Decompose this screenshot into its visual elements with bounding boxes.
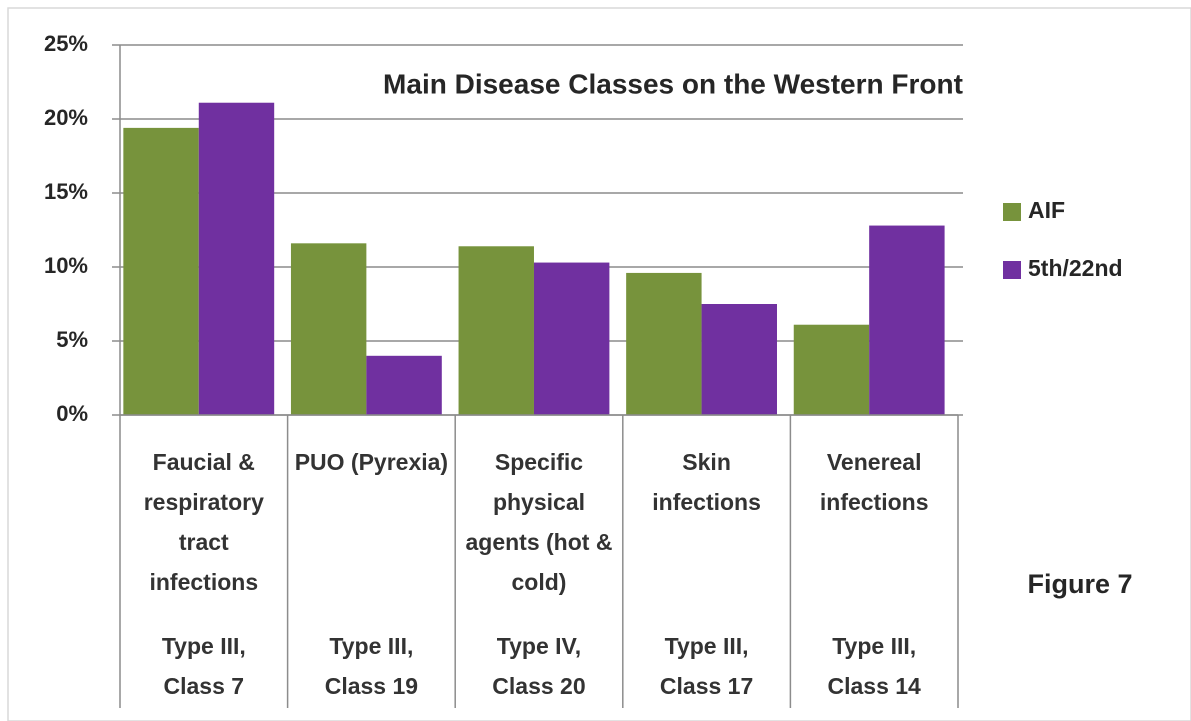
legend-swatch xyxy=(1003,203,1021,221)
bar xyxy=(290,243,367,415)
y-tick-label: 25% xyxy=(44,31,88,56)
y-tick-label: 20% xyxy=(44,105,88,130)
y-tick-label: 10% xyxy=(44,253,88,278)
x-tick-sublabel: Type III, Class 17 xyxy=(659,633,754,699)
chart-title: Main Disease Classes on the Western Fron… xyxy=(383,68,963,99)
bar xyxy=(123,127,199,415)
bar xyxy=(701,304,777,415)
x-tick-sublabel: Type III, Class 19 xyxy=(324,633,419,699)
x-tick-sublabel: Type III, Class 7 xyxy=(161,633,246,699)
y-tick-label: 0% xyxy=(56,401,88,426)
y-tick-label: 5% xyxy=(56,327,88,352)
bar xyxy=(626,272,702,415)
annotation: Figure 7 xyxy=(1027,569,1132,599)
x-tick-sublabel: Type IV, Class 20 xyxy=(492,633,586,699)
y-tick-label: 15% xyxy=(44,179,88,204)
x-tick-label: Faucial & respiratory tract infections xyxy=(143,449,264,595)
bar xyxy=(793,324,870,415)
bar xyxy=(869,225,945,415)
bar xyxy=(533,262,610,415)
frame xyxy=(7,7,1191,721)
x-tick-label: Venereal infections xyxy=(819,449,929,515)
legend-label: AIF xyxy=(1028,197,1065,223)
legend-swatch xyxy=(1003,261,1021,279)
x-tick-label: PUO (Pyrexia) xyxy=(294,449,449,475)
bar xyxy=(198,102,275,415)
bar xyxy=(458,246,534,415)
bar xyxy=(366,355,442,415)
x-tick-label: Specific physical agents (hot & cold) xyxy=(465,449,613,595)
x-tick-sublabel: Type III, Class 14 xyxy=(827,633,921,699)
x-tick-label: Skin infections xyxy=(652,449,761,515)
legend-label: 5th/22nd xyxy=(1028,255,1123,281)
